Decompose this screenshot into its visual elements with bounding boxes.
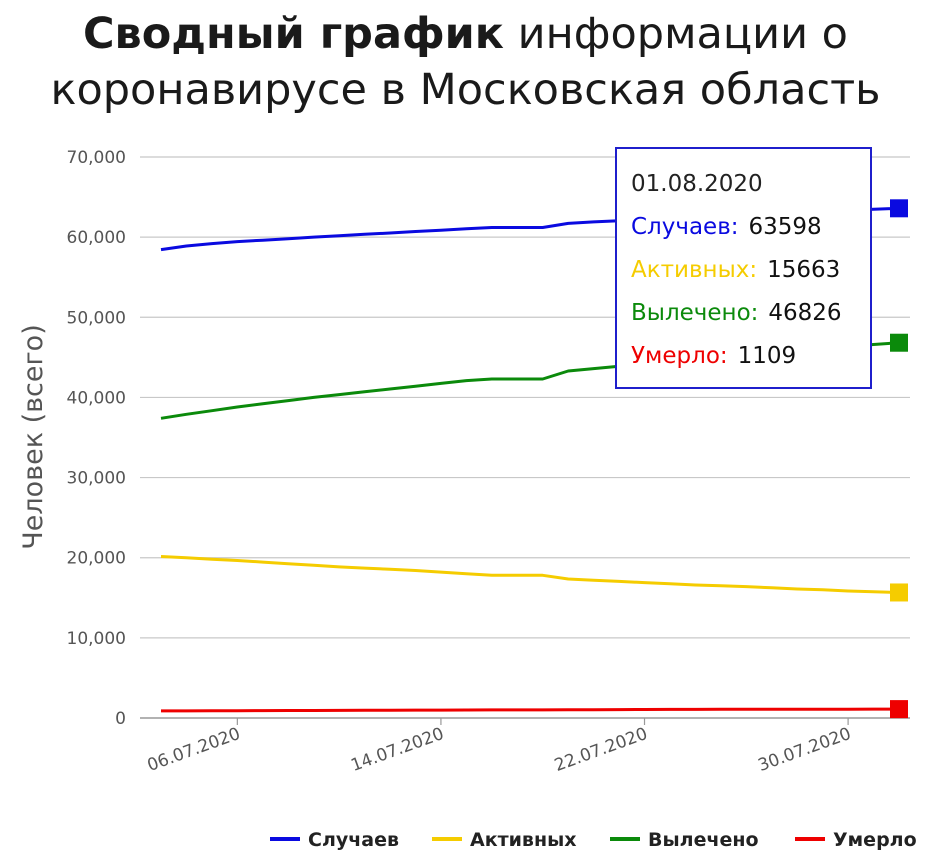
- tooltip-row: Умерло: 1109: [631, 335, 870, 378]
- y-tick-label: 60,000: [67, 228, 126, 248]
- tooltip-value: 1109: [737, 343, 797, 369]
- y-tick-label: 0: [115, 709, 126, 729]
- tooltip-label: Вылечено:: [631, 300, 759, 326]
- tooltip-label: Активных:: [631, 257, 758, 283]
- legend-swatch: [432, 836, 462, 841]
- series-point-marker[interactable]: [890, 700, 908, 719]
- hover-tooltip: 01.08.2020 Случаев: 63598 Активных: 15663 Вы…: [615, 147, 872, 389]
- y-tick-label: 20,000: [67, 549, 126, 569]
- tooltip-value: 15663: [767, 257, 841, 283]
- tooltip-label: Случаев:: [631, 214, 739, 240]
- legend: Случаев Активных Вылечено Умерло: [270, 826, 930, 854]
- x-tick-label: 30.07.2020: [755, 724, 853, 776]
- x-tick-label: 06.07.2020: [145, 724, 243, 776]
- tooltip-row: Вылечено: 46826: [631, 292, 870, 335]
- legend-item[interactable]: Активных: [432, 826, 577, 854]
- grid-lines: [140, 156, 910, 719]
- y-tick-label: 40,000: [67, 388, 126, 408]
- tooltip-value: 46826: [768, 300, 842, 326]
- legend-label: Активных: [470, 829, 577, 851]
- tooltip-row: Случаев: 63598: [631, 206, 870, 249]
- tooltip-value: 63598: [748, 214, 822, 240]
- series-line: [161, 707, 899, 713]
- legend-item[interactable]: Случаев: [270, 826, 399, 854]
- series-point-marker[interactable]: [890, 583, 908, 602]
- legend-swatch: [610, 836, 640, 841]
- y-tick-label: 50,000: [67, 308, 126, 328]
- legend-item[interactable]: Умерло: [795, 826, 917, 854]
- y-tick-label: 70,000: [67, 148, 126, 168]
- tooltip-label: Умерло:: [631, 343, 728, 369]
- y-axis-label: Человек (всего): [18, 324, 49, 549]
- tooltip-row: Активных: 15663: [631, 249, 870, 292]
- tooltip-rows: Случаев: 63598 Активных: 15663 Вылечено: 4682…: [631, 206, 870, 378]
- y-tick-label: 10,000: [67, 629, 126, 649]
- legend-swatch: [270, 836, 300, 841]
- series-point-marker[interactable]: [890, 199, 908, 218]
- tooltip-date: 01.08.2020: [631, 171, 763, 197]
- x-tick-label: 22.07.2020: [552, 724, 650, 776]
- legend-label: Умерло: [833, 829, 917, 851]
- chart-title-bold: Сводный график: [82, 9, 504, 59]
- legend-swatch: [795, 836, 825, 841]
- x-tick-label: 14.07.2020: [348, 724, 446, 776]
- legend-label: Вылечено: [648, 829, 759, 851]
- series-line: [160, 555, 900, 594]
- legend-item[interactable]: Вылечено: [610, 826, 759, 854]
- y-axis-ticks: 0 10,000 20,000 30,000 40,000 50,000 60,000 70,…: [67, 148, 126, 729]
- legend-label: Случаев: [308, 829, 400, 851]
- x-axis-ticks: 06.07.2020 14.07.2020 22.07.2020 30.07.2020: [145, 718, 854, 776]
- series-point-marker[interactable]: [890, 333, 908, 352]
- y-tick-label: 30,000: [67, 469, 126, 489]
- chart-title: Сводный график информации о коронавирусе…: [0, 6, 931, 118]
- chart-title-rest: информации о коронавирусе в Московская о…: [50, 9, 881, 115]
